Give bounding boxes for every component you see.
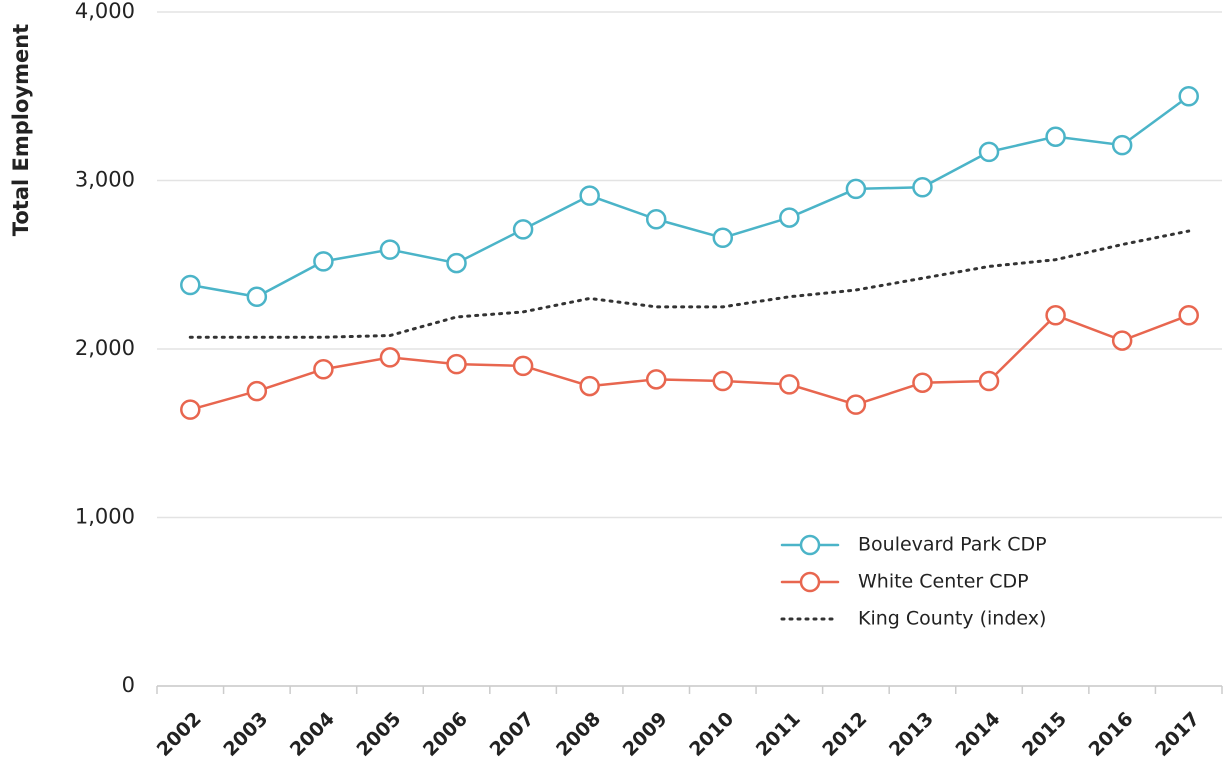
y-tick-label: 4,000 bbox=[75, 0, 135, 23]
point bbox=[1045, 305, 1066, 326]
x-tick-label: 2005 bbox=[352, 708, 405, 761]
point bbox=[712, 370, 734, 392]
x-tick-label: 2003 bbox=[219, 708, 272, 761]
point bbox=[779, 207, 800, 228]
point bbox=[645, 209, 667, 230]
legend-marker bbox=[799, 534, 821, 556]
legend-label: White Center CDP bbox=[858, 571, 1029, 593]
y-tick-label: 3,000 bbox=[75, 168, 135, 192]
point bbox=[1111, 330, 1133, 351]
point bbox=[978, 370, 1000, 392]
point bbox=[1111, 134, 1133, 156]
point bbox=[246, 380, 268, 402]
point bbox=[446, 353, 467, 375]
point bbox=[512, 219, 534, 240]
x-tick-label: 2006 bbox=[419, 708, 472, 761]
point bbox=[512, 355, 534, 377]
point bbox=[579, 185, 600, 206]
point bbox=[313, 251, 334, 272]
x-tick-label: 2004 bbox=[286, 708, 339, 761]
point bbox=[978, 141, 1000, 163]
point bbox=[1178, 86, 1199, 107]
y-tick-label: 0 bbox=[122, 673, 135, 697]
x-tick-label: 2008 bbox=[552, 708, 605, 761]
x-tick-label: 2012 bbox=[818, 708, 871, 761]
x-tick-label: 2011 bbox=[752, 708, 805, 761]
legend-label: King County (index) bbox=[858, 608, 1046, 630]
point bbox=[912, 176, 933, 198]
point bbox=[313, 358, 334, 380]
point bbox=[446, 252, 467, 274]
point bbox=[645, 369, 667, 390]
point bbox=[379, 239, 401, 260]
series-line bbox=[189, 95, 1190, 299]
x-tick-label: 2010 bbox=[685, 708, 738, 761]
series-line bbox=[189, 313, 1190, 411]
point bbox=[1178, 305, 1199, 326]
point bbox=[379, 347, 401, 368]
point bbox=[180, 274, 201, 296]
point bbox=[579, 375, 600, 397]
x-tick-label: 2013 bbox=[885, 708, 938, 761]
x-tick-label: 2009 bbox=[619, 708, 672, 761]
x-tick-label: 2017 bbox=[1151, 708, 1204, 761]
x-tick-label: 2007 bbox=[486, 708, 539, 761]
y-tick-label: 1,000 bbox=[75, 505, 135, 529]
legend-marker bbox=[799, 571, 821, 593]
point bbox=[180, 399, 201, 420]
series-line bbox=[188, 229, 1191, 339]
x-tick-label: 2002 bbox=[153, 708, 206, 761]
point bbox=[712, 227, 734, 249]
y-tick-label: 2,000 bbox=[75, 336, 135, 360]
point bbox=[246, 286, 268, 308]
x-tick-label: 2014 bbox=[952, 708, 1005, 761]
point bbox=[779, 374, 800, 395]
x-tick-label: 2016 bbox=[1085, 708, 1138, 761]
point bbox=[1045, 126, 1066, 147]
point bbox=[845, 394, 867, 415]
point bbox=[912, 372, 933, 393]
point bbox=[845, 178, 867, 200]
legend-label: Boulevard Park CDP bbox=[858, 534, 1047, 556]
y-axis-label: Total Employment bbox=[9, 24, 33, 236]
x-tick-label: 2015 bbox=[1018, 708, 1071, 761]
